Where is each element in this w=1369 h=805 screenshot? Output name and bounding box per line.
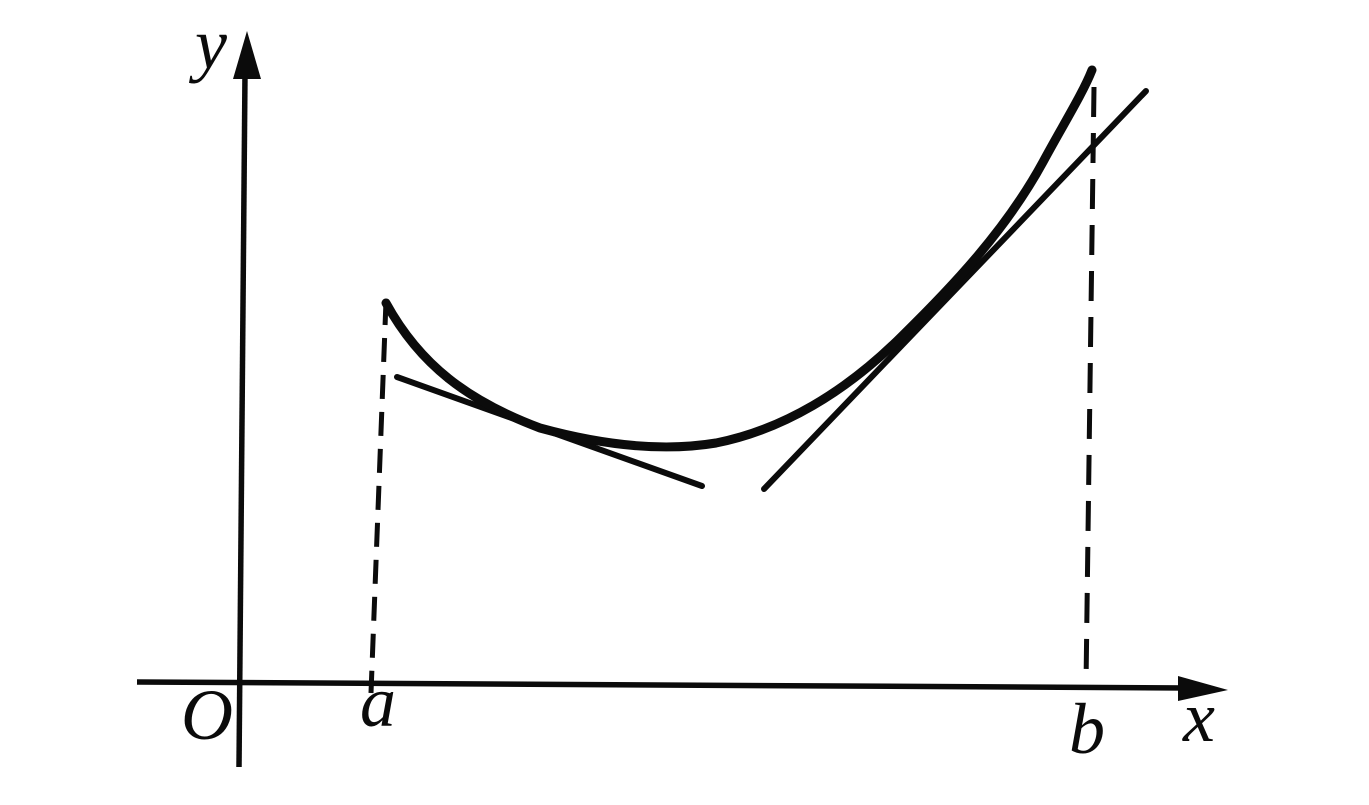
label-y-axis: y xyxy=(188,4,227,84)
label-point-a: a xyxy=(360,662,396,742)
dashed-line-a xyxy=(368,300,389,694)
y-axis-arrowhead-icon xyxy=(233,31,261,79)
label-origin: O xyxy=(181,675,233,755)
fill-group: y x O a b xyxy=(181,4,1228,769)
label-point-b: b xyxy=(1069,689,1105,769)
dashed-line-b xyxy=(1083,86,1097,685)
y-axis-line xyxy=(236,73,248,768)
x-axis-line xyxy=(136,679,1187,691)
function-curve xyxy=(381,65,1097,452)
tangent-line-right xyxy=(761,88,1149,492)
x-axis-arrowhead-icon xyxy=(1178,676,1228,701)
stroke-group xyxy=(136,65,1187,768)
label-x-axis: x xyxy=(1182,677,1215,757)
